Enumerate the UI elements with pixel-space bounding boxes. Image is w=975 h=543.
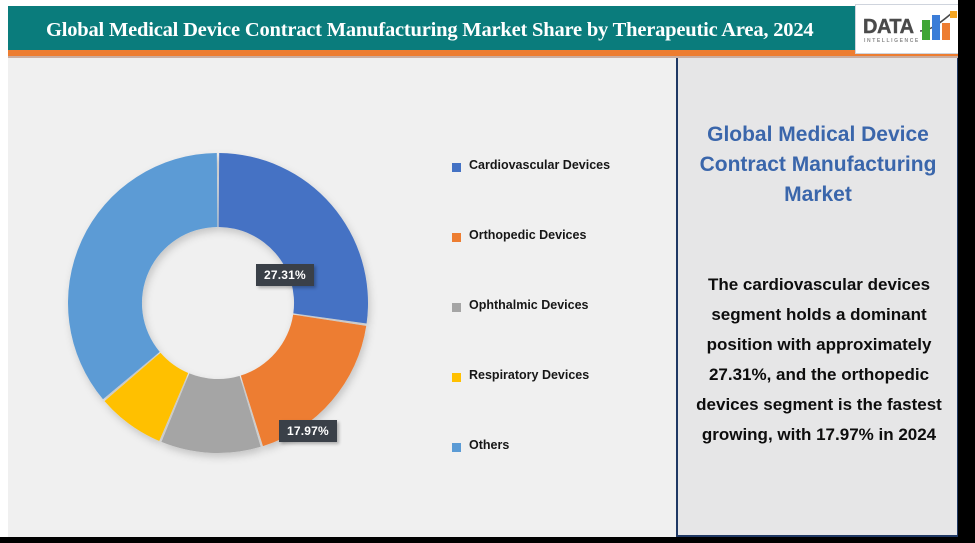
info-panel-heading: Global Medical Device Contract Manufactu… — [699, 123, 937, 206]
donut-slice[interactable] — [161, 373, 261, 453]
chart-legend: Cardiovascular Devices Orthopedic Device… — [452, 158, 667, 508]
legend-item-label: Others — [469, 438, 510, 452]
info-panel-body: The cardiovascular devices segment holds… — [696, 275, 942, 444]
logo-bar-orange — [942, 23, 950, 40]
logo-bar-blue — [932, 15, 940, 40]
info-panel: Global Medical Device Contract Manufactu… — [676, 58, 959, 537]
donut-slice[interactable] — [104, 352, 189, 442]
header-bar: Global Medical Device Contract Manufactu… — [8, 6, 967, 50]
legend-item-ophthalmic[interactable]: Ophthalmic Devices — [452, 298, 667, 368]
legend-item-label: Ophthalmic Devices — [469, 298, 589, 312]
donut-slice[interactable] — [240, 314, 367, 447]
legend-item-respiratory[interactable]: Respiratory Devices — [452, 368, 667, 438]
legend-swatch-icon — [452, 233, 461, 242]
data-label-cardiovascular: 27.31% — [256, 264, 314, 286]
legend-swatch-icon — [452, 163, 461, 172]
donut-slices — [67, 153, 368, 453]
legend-item-cardiovascular[interactable]: Cardiovascular Devices — [452, 158, 667, 228]
right-margin — [958, 0, 975, 543]
bottom-margin — [0, 537, 975, 543]
legend-swatch-icon — [452, 373, 461, 382]
donut-slice[interactable] — [218, 153, 368, 324]
legend-item-label: Orthopedic Devices — [469, 228, 587, 242]
legend-item-others[interactable]: Others — [452, 438, 667, 508]
legend-item-label: Cardiovascular Devices — [469, 158, 611, 172]
logo-bar-green — [922, 20, 930, 40]
legend-item-label: Respiratory Devices — [469, 368, 590, 382]
legend-item-orthopedic[interactable]: Orthopedic Devices — [452, 228, 667, 298]
page-title: Global Medical Device Contract Manufactu… — [46, 19, 814, 41]
data-label-orthopedic: 17.97% — [279, 420, 337, 442]
brand-logo[interactable]: DATA INTELLIGENCE — [855, 4, 967, 54]
body-area: 27.31% 17.97% Cardiovascular Devices Ort… — [8, 58, 967, 537]
legend-swatch-icon — [452, 443, 461, 452]
chart-pane: 27.31% 17.97% Cardiovascular Devices Ort… — [8, 58, 676, 537]
left-margin — [0, 0, 8, 543]
header-stripe-shadow — [8, 56, 967, 58]
donut-chart[interactable] — [53, 138, 383, 468]
donut-slice[interactable] — [67, 153, 218, 400]
header-accent-stripe — [8, 50, 967, 56]
logo-wordmark: DATA — [863, 16, 914, 38]
legend-swatch-icon — [452, 303, 461, 312]
logo-subtext: INTELLIGENCE — [864, 38, 920, 44]
